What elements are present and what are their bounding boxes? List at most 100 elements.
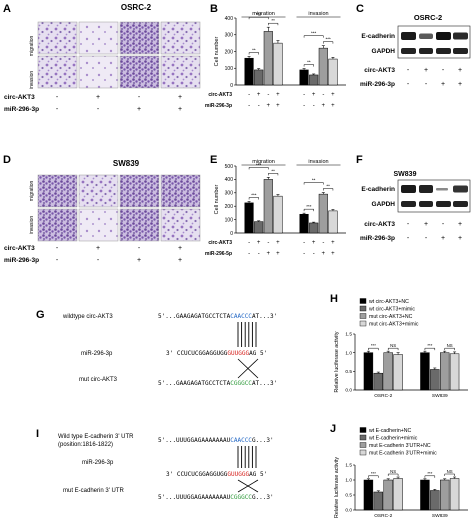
panel-a-treatment-2: miR-296-3p [4,106,39,113]
significance-bracket [303,208,314,212]
bar [383,479,393,511]
label-line-2: (position:1816-1822) [58,442,113,448]
panel-a-title: OSRC-2 [121,3,152,12]
blot-frame [397,179,471,213]
sign: - [138,94,141,101]
legend-label: wt E-cadherin+NC [369,428,411,434]
sign: - [313,251,315,257]
seq-suffix: G...3' [252,494,274,501]
legend-swatch [359,434,367,441]
blot-band [453,185,468,193]
panel-letter-f: F [356,154,363,166]
seq-site: GUUGGG [227,471,249,478]
panel-letter-h: H [330,293,338,305]
micrograph [160,55,201,89]
y-tick-label: 400 [225,177,234,183]
panel-g-mut-sequence: 5'...GAAGAGATGCCTCTACGGGCCAT...3' [158,380,277,387]
micrograph [37,174,78,208]
significance-label: *** [306,204,312,209]
blot-band [401,185,416,193]
seq-prefix: 3' CCUCUCGGAGGUGG [166,471,228,478]
sign: + [458,235,462,242]
blot-band [453,201,468,207]
blot-band [419,48,433,54]
sign: + [257,240,261,246]
sign: - [56,245,59,252]
legend-label: wt circ-AKT3+mimic [369,307,415,313]
sign: - [267,92,269,98]
micrograph [119,174,160,208]
y-tick-label: 400 [225,16,234,22]
blot-label-ecadherin: E-cadherin [361,186,395,193]
sign: + [276,251,280,257]
sign: - [322,92,324,98]
sign: - [303,103,305,109]
sign: + [178,94,182,101]
panel-c: C OSRC-2 E-cadherin GAPDH circ-AKT3 miR-… [356,3,471,88]
bar-chart-h: 0.0 0.5 1.0 1.5 Relative luciferase activity… [334,298,468,399]
group-label: invasion [308,159,328,165]
significance-label: ** [307,60,311,65]
bar [273,195,283,234]
panel-g-wt-sequence: 5'...GAAGAGATGCCTCTACAACCCAT...3' [158,313,277,320]
panel-letter-c: C [356,3,364,15]
sign: - [407,67,410,74]
sign: - [407,235,410,242]
significance-label: *** [427,471,432,476]
bar [430,369,440,391]
panel-b: B 0 100 200 300 400 Cell number migration invas… [205,3,346,109]
y-tick-label: 200 [225,49,234,55]
panel-letter-d: D [3,154,11,166]
panel-i-mir-sequence: 3' CCUCUCGGAGGUGGGUUGGGAG 5' [166,471,267,478]
seq-suffix: AT...3' [252,380,277,387]
panel-letter-a: A [3,3,11,15]
sign: - + - + - - + + [56,245,182,264]
significance-bracket [387,473,399,476]
significance-label: *** [256,162,262,167]
significance-label: *** [371,471,376,476]
sign: - [303,240,305,246]
sign: + [267,251,271,257]
sign: + [276,103,280,109]
sign: - [258,103,260,109]
sign: - [442,67,445,74]
legend-label: wt E-cadherin+mimic [369,436,418,442]
panel-a-treatment-1: circ-AKT3 [4,94,35,101]
bar [309,222,319,234]
panel-a-row-invasion: invasion [29,71,35,90]
panel-f-treatment-2: miR-296-3p [360,235,395,242]
legend-swatch [359,313,367,319]
micrograph [160,174,201,208]
sign: + [322,103,326,109]
base-pair-lines [237,446,257,468]
sign: + [331,251,335,257]
sign: - [248,92,250,98]
panel-g-wt-label: wildtype circ-AKT3 [62,314,113,320]
significance-label: ** [252,48,256,53]
y-tick-label: 0.5 [345,369,352,375]
sign: + [458,81,462,88]
sign: - [303,92,305,98]
sign: - [258,251,260,257]
sign: - + - + - - + + [407,67,462,88]
micrograph [160,21,201,55]
seq-prefix: 5'...UUUGGAGAAAAAAAU [158,494,231,501]
panel-h: H 0.0 0.5 1.0 1.5 Relative luciferase activi… [330,293,468,399]
panel-d: D SW839 migration invasion circ-AKT3 miR… [3,154,201,264]
bar-chart-e: 0 100 200 300 400 500 Cell number migration inva… [205,159,346,257]
group-label: invasion [308,11,328,17]
blot-band [436,201,451,207]
micrograph [119,21,160,55]
significance-label: ** [326,184,330,189]
panel-c-treatment-2: miR-296-3p [360,81,395,88]
blot-label-gapdh: GAPDH [372,201,396,208]
sign: - + - + - - + + [56,94,182,113]
sign: - [425,81,428,88]
significance-label: *** [311,31,317,36]
legend-label: mut E-cadherin 3'UTR+mimic [369,451,437,457]
sign: + [331,92,335,98]
seq-site: CGGGCC [230,380,252,387]
micrograph [78,174,119,208]
panel-letter-e: E [210,154,217,166]
